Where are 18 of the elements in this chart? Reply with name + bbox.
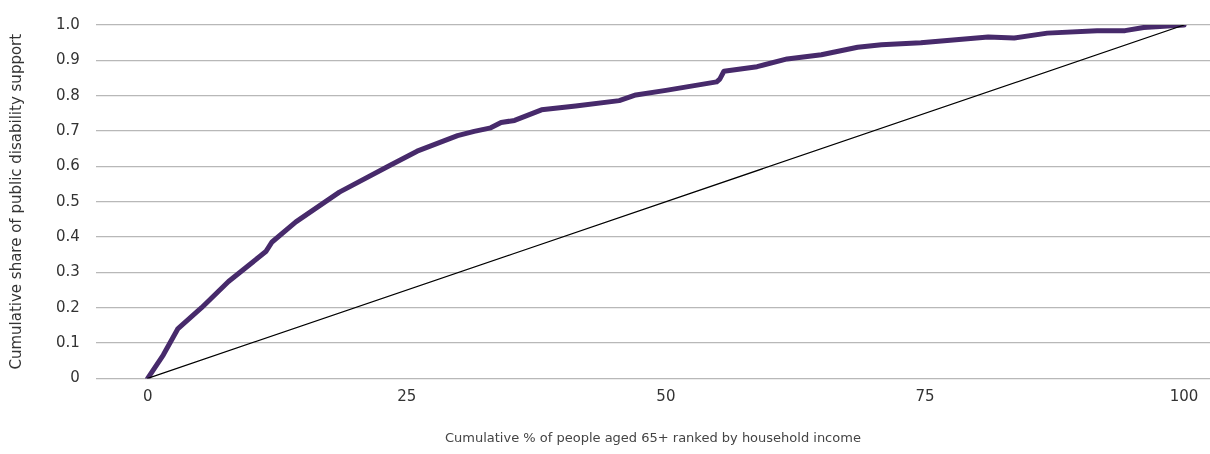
y-tick-label: 0.3 xyxy=(56,262,80,281)
y-tick-label: 0.1 xyxy=(56,332,80,351)
y-axis-title: Cumulative share of public disability support xyxy=(6,33,25,370)
x-tick-label: 75 xyxy=(915,387,935,406)
y-tick-label: 0.4 xyxy=(56,226,80,245)
x-tick-label: 100 xyxy=(1169,387,1199,406)
y-tick-label: 1.0 xyxy=(56,14,80,33)
x-axis-title: Cumulative % of people aged 65+ ranked by household income xyxy=(444,429,861,445)
y-tick-label: 0.6 xyxy=(56,156,80,175)
y-tick-label: 0 xyxy=(70,368,80,387)
y-tick-label: 0.5 xyxy=(56,191,80,210)
x-tick-label: 0 xyxy=(142,387,153,406)
y-tick-label: 0.7 xyxy=(56,120,80,139)
y-tick-label: 0.2 xyxy=(56,297,80,316)
y-tick-label: 0.8 xyxy=(56,85,80,104)
y-tick-label: 0.9 xyxy=(56,50,80,69)
x-tick-label: 25 xyxy=(397,387,417,406)
x-tick-label: 50 xyxy=(656,387,676,406)
